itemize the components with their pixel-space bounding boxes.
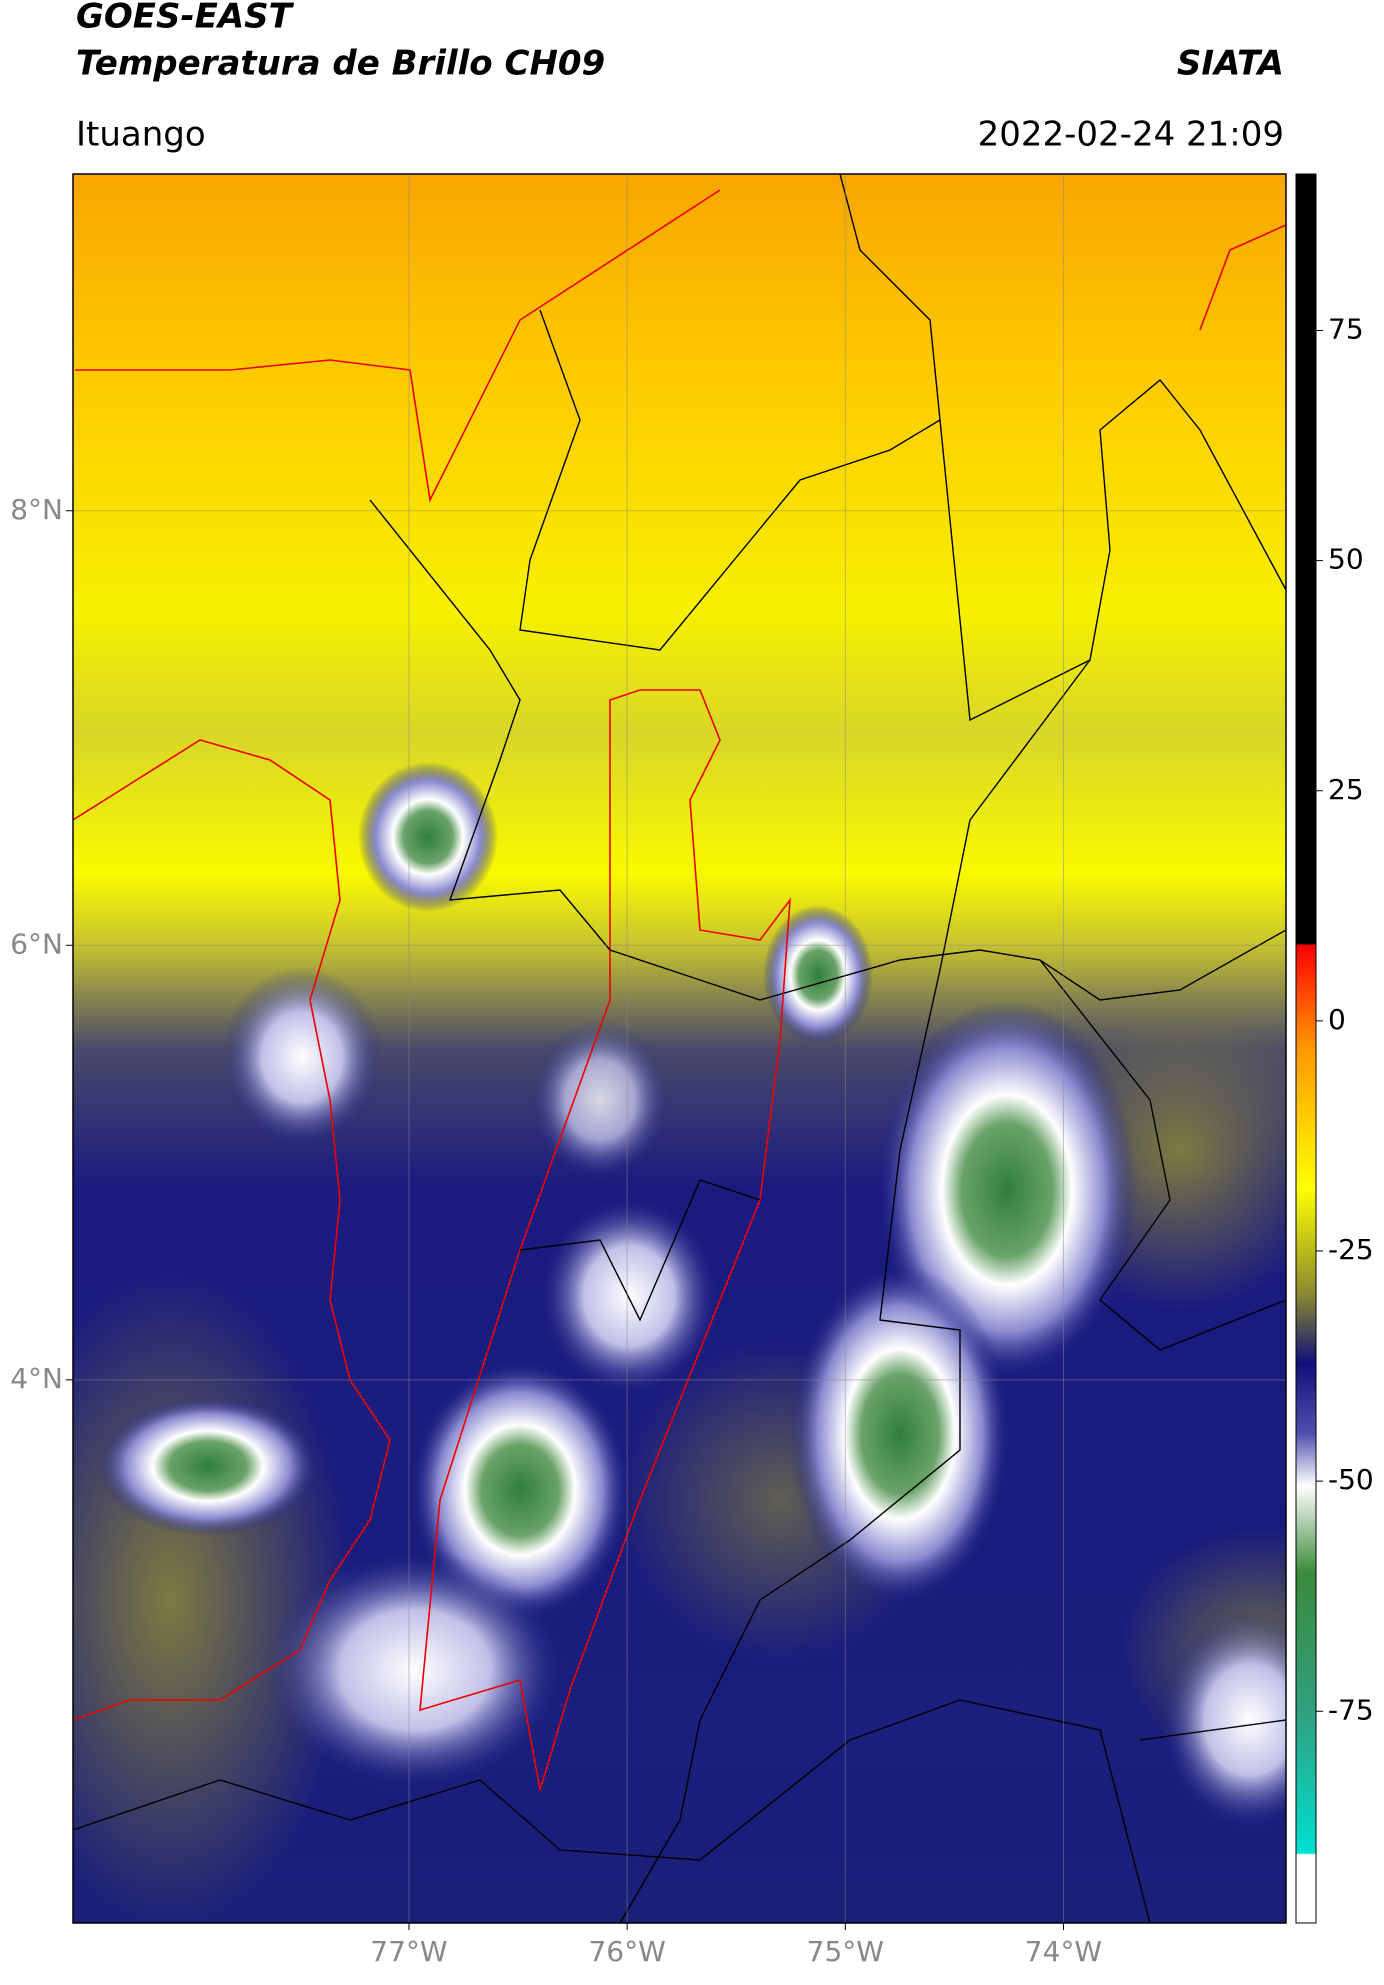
title: GOES-EAST xyxy=(76,0,295,37)
brand: SIATA xyxy=(1177,44,1284,84)
x-tick-label: 74°W xyxy=(1025,1935,1102,1968)
colorbar-tick-label: -75 xyxy=(1328,1693,1374,1726)
timestamp: 2022-02-24 21:09 xyxy=(978,115,1284,155)
colorbar-tick-label: -50 xyxy=(1328,1463,1374,1496)
map-image xyxy=(73,174,1286,1923)
colorbar-tick-label: 25 xyxy=(1328,773,1364,806)
y-tick-label: 6°N xyxy=(10,927,63,960)
map-frame xyxy=(72,173,1287,1924)
colorbar-tick-label: 0 xyxy=(1328,1003,1346,1036)
x-tick-label: 77°W xyxy=(370,1935,447,1968)
colorbar-tick-label: 75 xyxy=(1328,312,1364,345)
region: Ituango xyxy=(76,115,206,155)
subtitle: Temperatura de Brillo CH09 xyxy=(76,44,605,84)
x-tick-label: 75°W xyxy=(807,1935,884,1968)
colorbar-tick-label: -25 xyxy=(1328,1233,1374,1266)
colorbar xyxy=(1295,173,1317,1924)
colorbar-tick-label: 50 xyxy=(1328,543,1364,576)
x-tick-label: 76°W xyxy=(588,1935,665,1968)
y-tick-label: 8°N xyxy=(10,493,63,526)
y-tick-label: 4°N xyxy=(10,1362,63,1395)
